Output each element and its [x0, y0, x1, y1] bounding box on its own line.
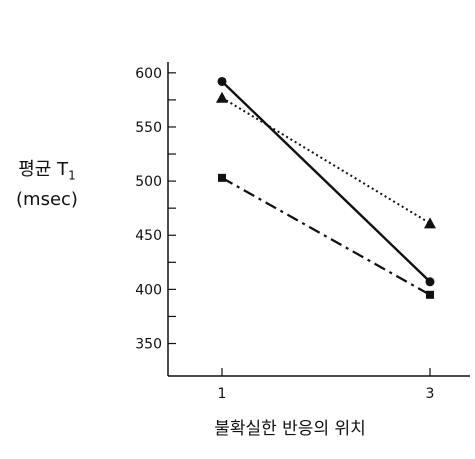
y-axis-label-main: 평균 T: [18, 159, 69, 180]
series-group: [216, 76, 436, 299]
y-axis-label: 평균 T1 (msec): [8, 158, 86, 211]
y-tick-label: 600: [135, 66, 162, 82]
y-axis-label-unit: (msec): [16, 188, 78, 210]
series-2-point: [424, 217, 436, 229]
x-axis-label: 불확실한 반응의 위치: [214, 419, 366, 439]
axes: [167, 62, 470, 377]
series-1-point: [217, 76, 227, 86]
y-tick-label: 450: [135, 228, 162, 244]
x-tick-label: 3: [426, 386, 435, 402]
series-3-line: [221, 176, 431, 296]
series-1-point: [425, 277, 435, 287]
series-2-line: [221, 96, 431, 225]
y-tick-label: 550: [135, 120, 162, 136]
series-3-point: [218, 173, 226, 182]
y-tick-label: 500: [135, 174, 162, 190]
series-1-line: [221, 80, 431, 283]
series-3-point: [426, 290, 434, 299]
series-2-point: [216, 91, 228, 103]
y-axis-ticks: 350 400 450 500 550 600: [135, 66, 176, 353]
y-tick-label: 350: [135, 337, 162, 353]
x-tick-label: 1: [218, 386, 227, 402]
y-axis-label-subscript: 1: [68, 168, 76, 183]
y-tick-label: 400: [135, 282, 162, 298]
